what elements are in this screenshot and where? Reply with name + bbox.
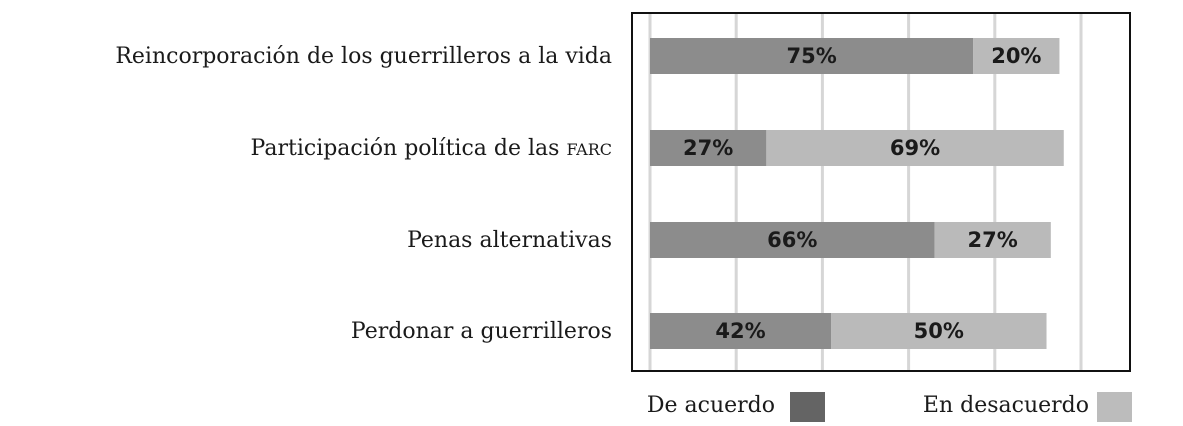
bar-en-desacuerdo — [766, 130, 1064, 166]
legend-label: En desacuerdo — [923, 393, 1089, 418]
legend-swatch — [790, 392, 825, 422]
data-label: 66% — [767, 228, 817, 252]
value-labels: 75% 20% 27% 69% 66% 27% 42% 50% — [683, 44, 1041, 343]
data-label: 27% — [968, 228, 1018, 252]
bar-en-desacuerdo — [831, 313, 1047, 349]
data-label: 50% — [914, 319, 964, 343]
legend-swatch — [1097, 392, 1132, 422]
data-label: 42% — [715, 319, 765, 343]
bar-de-acuerdo — [650, 130, 767, 166]
legend-label: De acuerdo — [647, 393, 775, 418]
bar-de-acuerdo — [650, 38, 974, 74]
data-label: 69% — [890, 136, 940, 160]
category-label: Reincorporación de los guerrilleros a la… — [115, 44, 612, 69]
plot-frame — [631, 12, 1131, 372]
bar-de-acuerdo — [650, 222, 935, 258]
data-label: 75% — [786, 44, 836, 68]
data-label: 20% — [991, 44, 1041, 68]
bar-en-desacuerdo — [973, 38, 1060, 74]
bar-de-acuerdo — [650, 313, 832, 349]
category-label: Participación política de las FARC — [251, 136, 612, 161]
legend: De acuerdo En desacuerdo — [647, 392, 1132, 422]
bars — [650, 38, 1064, 349]
category-label: Penas alternativas — [407, 228, 612, 253]
category-labels: Reincorporación de los guerrilleros a la… — [115, 44, 612, 344]
data-label: 27% — [683, 136, 733, 160]
category-label: Perdonar a guerrilleros — [351, 319, 612, 344]
bar-en-desacuerdo — [934, 222, 1051, 258]
